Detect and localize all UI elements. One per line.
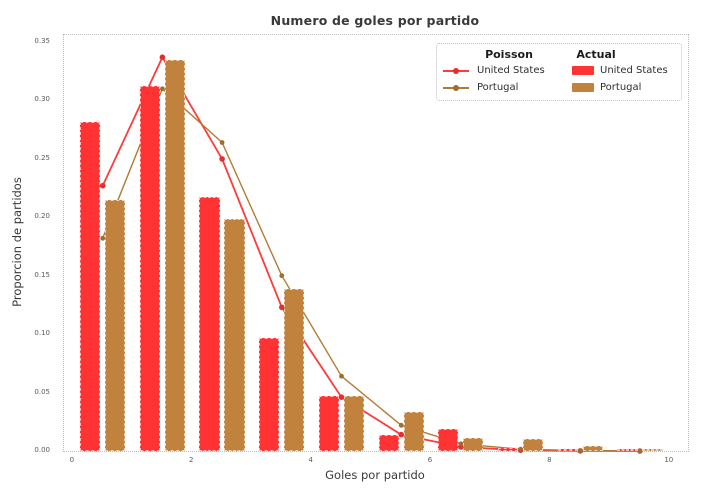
y-axis-label: Proporcion de partidos <box>10 177 24 307</box>
poisson-marker-us <box>398 431 405 438</box>
x-tick-label: 6 <box>427 456 433 464</box>
actual-bar-portugal <box>582 446 603 451</box>
legend-item-actual-portugal: Portugal <box>600 82 642 93</box>
poisson-marker-us <box>219 156 225 162</box>
poisson-marker-portugal <box>398 422 404 428</box>
actual-bar-portugal <box>463 438 484 451</box>
actual-bar-portugal <box>403 412 424 451</box>
y-tick-label: 0.35 <box>34 37 50 45</box>
legend-line-swatch-us <box>443 68 469 74</box>
poisson-marker-portugal <box>160 86 165 92</box>
y-tick-label: 0.25 <box>34 153 50 162</box>
legend-item-poisson-portugal: Portugal <box>477 82 519 93</box>
plot-area <box>63 34 689 454</box>
legend-bar-swatch-portugal <box>572 83 594 92</box>
actual-bar-portugal <box>224 218 245 451</box>
poisson-marker-us <box>338 394 345 401</box>
actual-bar-us <box>139 86 160 451</box>
y-tick-label: 0.15 <box>34 270 50 279</box>
legend-marker-dot-us <box>453 68 459 74</box>
legend-line-swatch-portugal <box>443 85 469 91</box>
poisson-marker-portugal <box>577 448 583 453</box>
legend-item-poisson-us: United States <box>477 65 545 76</box>
x-tick-label: 10 <box>664 456 674 464</box>
actual-bar-us <box>378 434 399 451</box>
actual-bar-us <box>199 197 220 451</box>
legend: Poisson Actual United States United Stat… <box>436 43 682 101</box>
chart-title: Numero de goles por partido <box>270 13 480 28</box>
poisson-marker-portugal <box>518 446 523 452</box>
actual-bar-portugal <box>105 199 126 451</box>
actual-bar-portugal <box>642 449 663 451</box>
y-tick-label: 0.30 <box>34 95 50 104</box>
y-tick-label: 0.10 <box>34 329 50 338</box>
poisson-marker-portugal <box>100 235 106 241</box>
x-tick-label: 4 <box>308 456 313 464</box>
legend-header-poisson: Poisson <box>485 48 533 61</box>
legend-bar-swatch-us <box>572 66 594 75</box>
actual-bar-portugal <box>522 439 544 451</box>
x-tick-label: 0 <box>69 456 75 464</box>
legend-item-actual-us: United States <box>600 65 668 76</box>
actual-bar-us <box>80 121 101 451</box>
y-tick-label: 0.20 <box>34 212 50 221</box>
actual-bar-us <box>438 428 459 451</box>
poisson-marker-us <box>99 182 106 189</box>
poisson-marker-portugal <box>637 448 643 454</box>
actual-bar-us <box>557 448 578 451</box>
actual-bar-portugal <box>164 59 185 451</box>
actual-bar-us <box>259 337 280 451</box>
actual-bar-us <box>617 449 638 451</box>
actual-bar-portugal <box>343 396 365 451</box>
poisson-lines-layer <box>99 54 643 454</box>
poisson-marker-portugal <box>458 441 464 447</box>
actual-bar-us <box>497 447 519 451</box>
legend-marker-dot-portugal <box>453 85 459 91</box>
poisson-marker-portugal <box>339 373 344 379</box>
actual-bar-us <box>318 396 340 451</box>
y-tick-label: 0.00 <box>34 446 50 454</box>
poisson-marker-us <box>279 304 285 311</box>
x-tick-label: 2 <box>188 456 194 464</box>
x-tick-label: 8 <box>547 456 552 464</box>
x-axis-label: Goles por partido <box>325 468 425 482</box>
poisson-line-portugal <box>102 87 640 452</box>
y-tick-label: 0.05 <box>34 387 50 396</box>
poisson-marker-portugal <box>219 140 225 145</box>
actual-bar-portugal <box>284 288 305 451</box>
poisson-marker-portugal <box>279 273 285 279</box>
legend-header-actual: Actual <box>576 48 616 61</box>
poisson-marker-us <box>159 54 166 60</box>
